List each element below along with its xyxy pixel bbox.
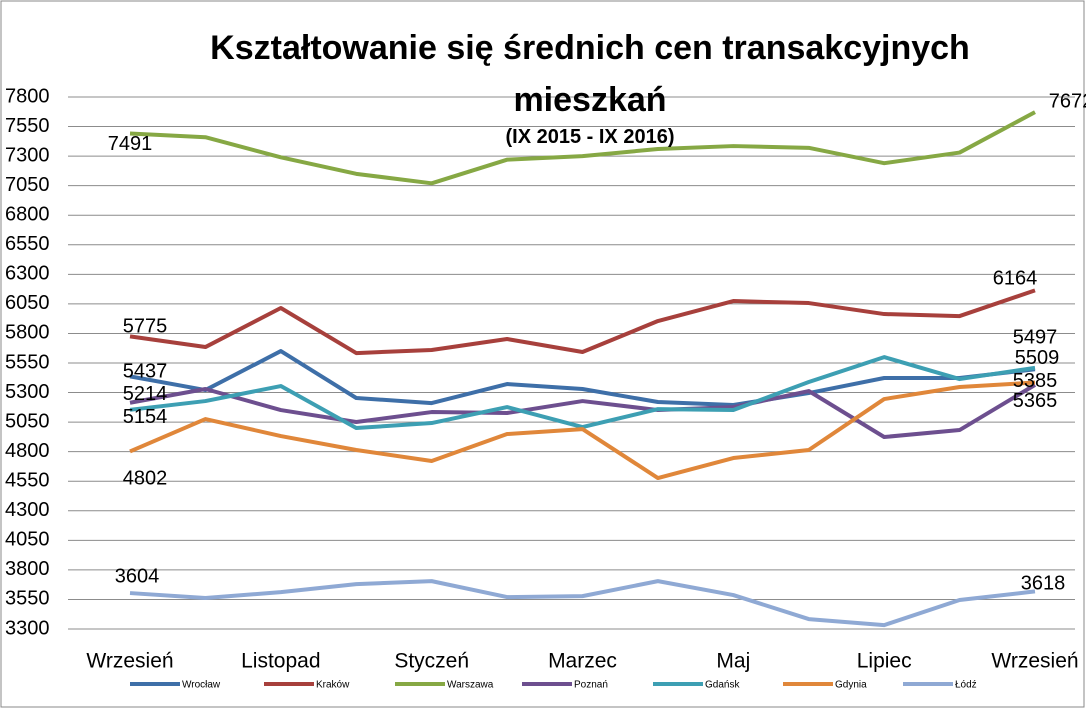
legend-label: Wrocław [182,680,221,691]
y-tick-label: 5300 [5,381,50,403]
y-tick-label: 4800 [5,440,50,462]
data-label: 3604 [115,565,160,587]
data-label: 5154 [123,406,168,428]
data-label: 4802 [123,468,168,490]
x-tick-label: Lipiec [857,650,912,673]
y-tick-label: 4050 [5,529,50,551]
data-label: 5509 [1015,347,1060,369]
series-line [129,383,1037,440]
series-line [129,288,1036,356]
series-line [129,380,1036,481]
y-tick-label: 6800 [5,204,50,226]
y-tick-label: 7300 [5,144,50,166]
data-label: 7672 [1049,90,1086,112]
chart-title: Kształtowanie się średnich cen transakcy… [210,29,970,119]
legend-label: Gdańsk [705,680,740,691]
y-tick-label: 4550 [5,470,50,492]
legend-label: Poznań [574,680,608,691]
x-tick-label: Styczeń [394,650,469,673]
legend-label: Gdynia [835,680,867,691]
series-line [129,349,1036,407]
y-tick-label: 3550 [5,588,50,610]
x-tick-label: Wrzesień [86,650,173,673]
series-line [129,110,1036,186]
y-tick-label: 6300 [5,263,50,285]
y-tick-label: 5050 [5,410,50,432]
data-label: 7491 [108,133,153,155]
data-label: 5214 [123,383,168,405]
data-label: 5385 [1013,370,1058,392]
y-tick-label: 6550 [5,233,50,255]
y-tick-label: 3800 [5,558,50,580]
y-tick-label: 7550 [5,115,50,137]
x-tick-label: Listopad [241,650,320,673]
legend-label: Łódź [955,680,977,691]
series-line [129,355,1036,431]
y-tick-label: 4300 [5,499,50,521]
data-label: 5437 [123,361,168,383]
x-tick-label: Maj [716,650,750,673]
data-label: 3618 [1021,573,1066,595]
data-label: 5365 [1013,390,1058,412]
x-tick-label: Marzec [548,650,617,673]
y-tick-label: 5800 [5,322,50,344]
chart-subtitle: (IX 2015 - IX 2016) [505,126,675,148]
y-tick-label: 3300 [5,617,50,639]
series-line [129,579,1036,628]
y-tick-label: 7050 [5,174,50,196]
legend-label: Kraków [316,680,350,691]
data-label: 6164 [993,268,1038,290]
data-label: 5775 [123,316,168,338]
y-tick-label: 6050 [5,292,50,314]
legend-label: Warszawa [447,680,494,691]
data-label: 5497 [1013,327,1058,349]
x-tick-label: Wrzesień [991,650,1078,673]
y-tick-label: 7800 [5,85,50,107]
y-tick-label: 5550 [5,351,50,373]
